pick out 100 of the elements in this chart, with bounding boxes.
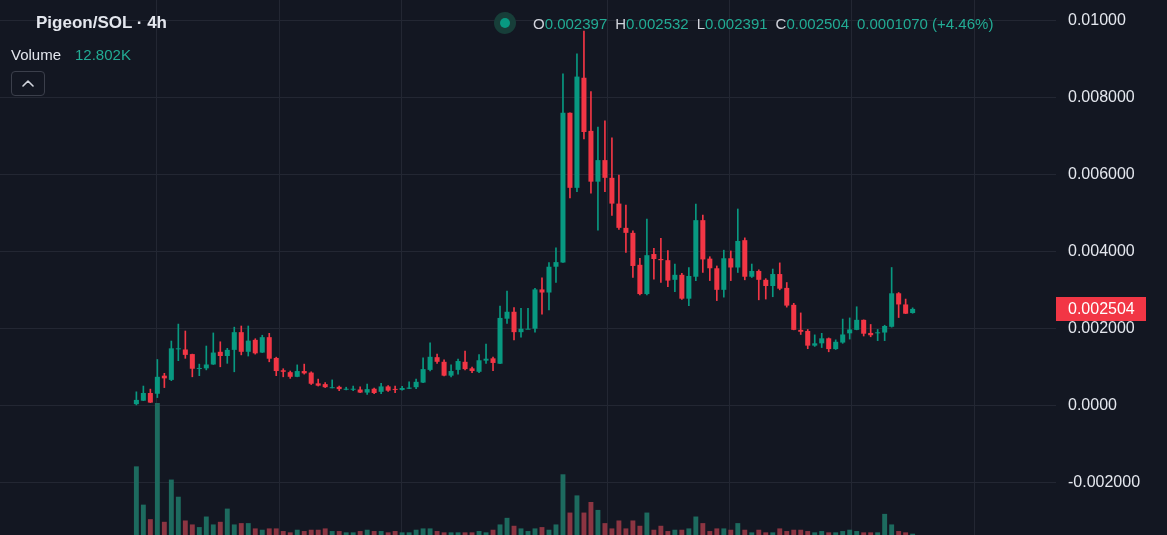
candlestick <box>595 126 601 231</box>
bar <box>203 516 209 535</box>
bar <box>245 523 251 535</box>
bar <box>889 524 895 535</box>
bar <box>441 532 447 535</box>
bar <box>329 531 335 535</box>
bar <box>749 532 755 535</box>
y-tick-label: 0.0000 <box>1068 395 1118 413</box>
annotation: 12.802K <box>75 46 131 64</box>
bar <box>154 403 160 535</box>
bar <box>630 520 636 535</box>
annotation: 0.0001070 (+4.46%) <box>857 15 994 33</box>
bar <box>168 479 174 535</box>
candlestick <box>539 277 545 315</box>
y-tick-label: 0.008000 <box>1068 87 1135 105</box>
bar <box>392 531 398 535</box>
bar <box>700 523 706 535</box>
bar <box>756 529 762 535</box>
bar <box>819 531 825 535</box>
bar <box>434 531 440 535</box>
candlestick <box>196 363 202 376</box>
bar <box>266 528 272 535</box>
bar <box>833 532 839 535</box>
bar <box>287 532 293 535</box>
bar <box>182 520 188 535</box>
bar <box>707 531 713 535</box>
bar <box>609 528 615 535</box>
bar <box>875 532 881 535</box>
bar <box>637 525 643 535</box>
candlestick <box>847 317 853 340</box>
bar <box>357 531 363 535</box>
candlestick <box>483 343 489 364</box>
candlestick <box>217 341 223 368</box>
y-tick-label: -0.002000 <box>1068 472 1141 490</box>
candlestick <box>623 204 629 253</box>
bar <box>784 531 790 535</box>
bar <box>770 532 776 535</box>
text: Pigeon/SOL · 4h <box>36 13 167 34</box>
bar <box>672 529 678 535</box>
y-tick-label: 0.004000 <box>1068 241 1135 259</box>
bar <box>854 531 860 535</box>
candlestick <box>392 385 398 393</box>
bar <box>742 529 748 535</box>
bar <box>399 532 405 535</box>
bar <box>777 528 783 535</box>
candlestick <box>280 368 286 378</box>
candlestick <box>798 312 804 335</box>
bar <box>665 531 671 535</box>
bar <box>406 532 412 535</box>
bar <box>588 502 594 535</box>
bar <box>581 512 587 535</box>
bar <box>882 513 888 535</box>
bar <box>385 532 391 535</box>
bar <box>868 532 874 535</box>
bar <box>280 531 286 535</box>
bar <box>763 532 769 535</box>
candlestick <box>329 379 335 389</box>
text: 0.002504 <box>1068 300 1135 318</box>
bar <box>896 531 902 535</box>
bar <box>196 527 202 535</box>
candlestick <box>203 345 209 371</box>
bar <box>728 529 734 535</box>
bar <box>616 520 622 535</box>
bar <box>658 525 664 535</box>
bar <box>903 532 909 535</box>
bar <box>714 528 720 535</box>
bar <box>315 529 321 535</box>
bar <box>735 523 741 535</box>
bar <box>847 529 853 535</box>
bar <box>231 524 237 535</box>
bar <box>140 504 146 535</box>
bar <box>812 532 818 535</box>
bar <box>259 529 265 535</box>
bar <box>301 531 307 535</box>
bar <box>238 523 244 535</box>
candlestick <box>504 290 510 324</box>
bar <box>427 528 433 535</box>
bar <box>161 521 167 535</box>
annotation: C0.002504 <box>775 15 850 32</box>
bar <box>840 531 846 535</box>
bar <box>308 529 314 535</box>
bar <box>462 532 468 535</box>
bar <box>175 496 181 535</box>
bar <box>147 519 153 535</box>
bar <box>483 532 489 535</box>
bar <box>336 531 342 535</box>
bar <box>693 516 699 535</box>
bar <box>371 531 377 535</box>
bar <box>826 532 832 535</box>
bar <box>343 532 349 535</box>
annotation: O0.002397 <box>533 15 608 32</box>
bar <box>364 529 370 535</box>
bar <box>686 528 692 535</box>
bar <box>420 528 426 535</box>
bar <box>602 523 608 535</box>
bar <box>791 529 797 535</box>
bar <box>448 532 454 535</box>
candlestick <box>651 247 657 280</box>
bar <box>805 531 811 535</box>
bar <box>189 524 195 535</box>
